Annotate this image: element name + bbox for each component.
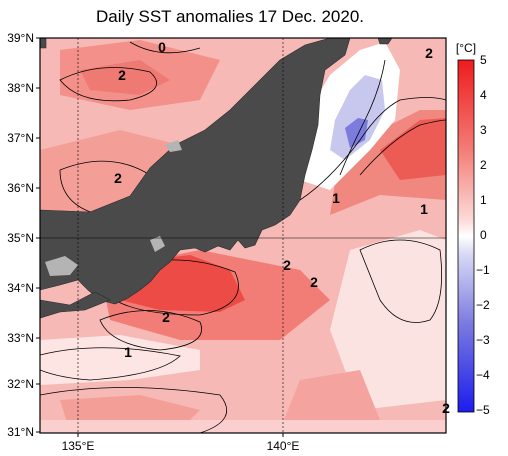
colorbar-tick: 0 xyxy=(480,228,487,242)
lat-label-37: 37°N xyxy=(7,131,34,145)
contour-label: 2 xyxy=(310,274,318,290)
honshu xyxy=(40,38,351,305)
colorbar-tick: 3 xyxy=(480,123,487,137)
colorbar-tick: −5 xyxy=(476,403,490,417)
contour-1-sw xyxy=(40,347,181,381)
lat-label-34: 34°N xyxy=(7,281,34,295)
tick-marks xyxy=(36,37,284,437)
lat-label-31: 31°N xyxy=(7,425,34,439)
lake-inland xyxy=(150,236,165,252)
contour-label: 2 xyxy=(114,170,122,186)
contour-2-sw xyxy=(40,387,227,433)
lon-labels: 135°E 140°E xyxy=(62,439,300,453)
anomaly-patch-se-weak xyxy=(330,230,446,410)
contour-label: 0 xyxy=(158,39,166,55)
anomaly-core-east xyxy=(380,118,446,180)
contour-2-north xyxy=(59,67,157,102)
anomaly-patch-north-2 xyxy=(80,60,170,95)
lat-label-38: 38°N xyxy=(7,81,34,95)
colorbar xyxy=(457,59,475,413)
lat-labels: 39°N 38°N 37°N 36°N 35°N 34°N 33°N 32°N … xyxy=(7,31,34,439)
anomaly-field xyxy=(40,38,446,433)
contour-label: 1 xyxy=(332,190,340,206)
contour-1-se xyxy=(359,239,442,323)
lake-north xyxy=(165,140,182,152)
anomaly-patch-bottom xyxy=(40,420,446,433)
lat-label-32: 32°N xyxy=(7,377,34,391)
contour-lines xyxy=(40,41,446,433)
lon-label-140: 140°E xyxy=(267,439,300,453)
map-frame xyxy=(39,37,447,434)
colorbar-tick: 1 xyxy=(480,193,487,207)
colorbar-tick: −3 xyxy=(476,333,490,347)
contour-label: 2 xyxy=(162,309,170,325)
lat-label-36: 36°N xyxy=(7,181,34,195)
colorbar-ticks: 5 4 3 2 1 0 −1 −2 −3 −4 −5 xyxy=(476,53,490,417)
anomaly-patch-cold xyxy=(330,75,385,160)
lat-label-35: 35°N xyxy=(7,231,34,245)
colorbar-tick: −2 xyxy=(476,298,490,312)
land-corner xyxy=(40,38,47,49)
lakes xyxy=(45,140,182,276)
anomaly-patch-sw-weak xyxy=(40,335,200,385)
colorbar-tick: 5 xyxy=(480,53,487,67)
contour-2-east xyxy=(359,119,446,176)
colorbar-unit: [°C] xyxy=(456,41,476,55)
colorbar-tick: 4 xyxy=(480,88,487,102)
contour-label: 2 xyxy=(118,67,126,83)
lat-label-33: 33°N xyxy=(7,331,34,345)
anomaly-patch-s xyxy=(280,370,380,432)
colorbar-tick: −4 xyxy=(476,368,490,382)
colorbar-tick: −1 xyxy=(476,263,490,277)
contour-label: 2 xyxy=(442,400,450,416)
map-title: Daily SST anomalies 17 Dec. 2020. xyxy=(95,7,365,26)
contour-3-south xyxy=(114,259,239,316)
contour-label: 1 xyxy=(420,201,428,217)
colorbar-tick: 2 xyxy=(480,158,487,172)
contour-label: 1 xyxy=(124,344,132,360)
graticule xyxy=(40,38,446,433)
shikoku xyxy=(40,238,111,319)
lon-label-135: 135°E xyxy=(62,439,95,453)
contour-2-south xyxy=(99,310,202,351)
contour-label: 2 xyxy=(283,257,291,273)
contour-label: 2 xyxy=(425,45,433,61)
contour-0-east xyxy=(339,59,386,176)
contour-0-north xyxy=(129,41,201,54)
land-japan xyxy=(40,38,393,319)
land-hokkaido-tip xyxy=(377,38,393,45)
lake-biwa xyxy=(45,256,78,276)
contour-1-east xyxy=(299,97,446,201)
contour-labels: 0 2 2 2 2 2 2 1 1 1 2 xyxy=(114,39,450,416)
lat-label-39: 39°N xyxy=(7,31,34,45)
